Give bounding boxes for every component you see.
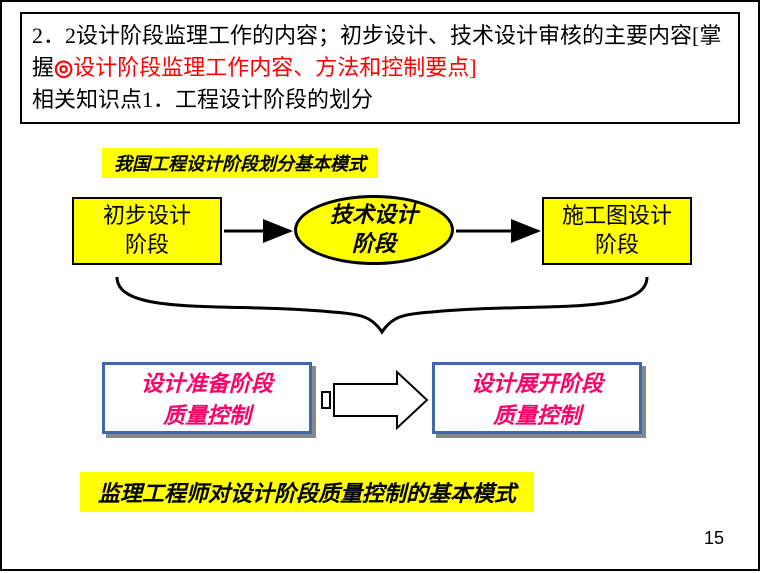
- node2-line2: 阶段: [352, 230, 396, 259]
- header-red-text: 设计阶段监理工作内容、方法和控制要点: [73, 55, 469, 80]
- node3-line2: 阶段: [595, 231, 639, 260]
- qc-box-implementation: 设计展开阶段 质量控制: [432, 362, 642, 434]
- curly-brace: [117, 277, 647, 332]
- bottom-banner: 监理工程师对设计阶段质量控制的基本模式: [80, 472, 534, 512]
- node3-line1: 施工图设计: [562, 202, 672, 231]
- page-number: 15: [704, 528, 724, 549]
- node1-line2: 阶段: [125, 231, 169, 260]
- qc2-line2: 质量控制: [493, 398, 581, 430]
- qc1-line1: 设计准备阶段: [141, 366, 273, 398]
- header-box: 2．2设计阶段监理工作的内容；初步设计、技术设计审核的主要内容[掌握◎设计阶段监…: [20, 12, 740, 124]
- flow-node-initial-design: 初步设计 阶段: [72, 197, 222, 265]
- bracket-close: ]: [469, 55, 476, 80]
- node2-line1: 技术设计: [330, 201, 418, 230]
- node1-line1: 初步设计: [103, 202, 191, 231]
- flow-node-construction-drawing: 施工图设计 阶段: [542, 197, 692, 265]
- subtitle-banner: 我国工程设计阶段划分基本模式: [102, 148, 378, 178]
- qc-box-preparation: 设计准备阶段 质量控制: [102, 362, 312, 434]
- qc1-line2: 质量控制: [163, 398, 251, 430]
- circle-mark-icon: ◎: [54, 52, 73, 84]
- header-line3: 相关知识点1．工程设计阶段的划分: [32, 87, 373, 112]
- header-line1: 2．2设计阶段监理工作的内容；初步设计、技术设计审核的主要内容: [32, 23, 692, 48]
- qc2-line1: 设计展开阶段: [471, 366, 603, 398]
- block-arrow-icon: [322, 372, 427, 428]
- flow-node-technical-design: 技术设计 阶段: [294, 195, 454, 265]
